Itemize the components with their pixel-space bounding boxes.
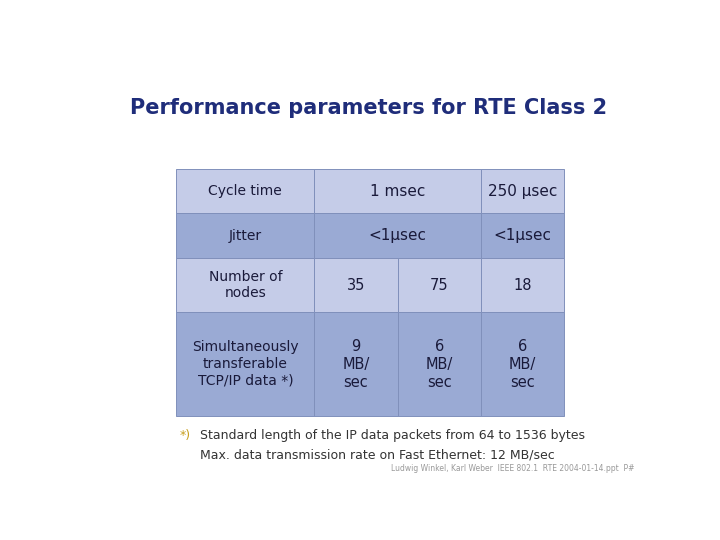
FancyBboxPatch shape bbox=[314, 312, 397, 416]
Text: Standard length of the IP data packets from 64 to 1536 bytes: Standard length of the IP data packets f… bbox=[200, 429, 585, 442]
FancyBboxPatch shape bbox=[176, 312, 314, 416]
Text: Jitter: Jitter bbox=[229, 228, 262, 242]
FancyBboxPatch shape bbox=[314, 168, 481, 213]
Text: 35: 35 bbox=[346, 278, 365, 293]
Text: <1μsec: <1μsec bbox=[369, 228, 426, 243]
Text: Performance parameters for RTE Class 2: Performance parameters for RTE Class 2 bbox=[130, 98, 608, 118]
Text: *): *) bbox=[179, 429, 190, 442]
Text: 6
MB/
sec: 6 MB/ sec bbox=[426, 339, 453, 390]
FancyBboxPatch shape bbox=[314, 258, 397, 312]
FancyBboxPatch shape bbox=[397, 312, 481, 416]
FancyBboxPatch shape bbox=[481, 168, 564, 213]
FancyBboxPatch shape bbox=[481, 213, 564, 258]
FancyBboxPatch shape bbox=[481, 258, 564, 312]
Text: 18: 18 bbox=[513, 278, 532, 293]
Text: Max. data transmission rate on Fast Ethernet: 12 MB/sec: Max. data transmission rate on Fast Ethe… bbox=[200, 449, 555, 462]
FancyBboxPatch shape bbox=[397, 258, 481, 312]
FancyBboxPatch shape bbox=[314, 213, 481, 258]
FancyBboxPatch shape bbox=[481, 312, 564, 416]
Text: 9
MB/
sec: 9 MB/ sec bbox=[342, 339, 369, 390]
Text: 6
MB/
sec: 6 MB/ sec bbox=[509, 339, 536, 390]
FancyBboxPatch shape bbox=[176, 258, 314, 312]
FancyBboxPatch shape bbox=[176, 213, 314, 258]
Text: Number of
nodes: Number of nodes bbox=[209, 269, 282, 300]
Text: Cycle time: Cycle time bbox=[209, 184, 282, 198]
Text: <1μsec: <1μsec bbox=[494, 228, 552, 243]
Text: Ludwig Winkel, Karl Weber  IEEE 802.1  RTE 2004-01-14.ppt  P#: Ludwig Winkel, Karl Weber IEEE 802.1 RTE… bbox=[390, 464, 634, 473]
Text: 75: 75 bbox=[430, 278, 449, 293]
Text: 250 μsec: 250 μsec bbox=[488, 184, 557, 199]
Text: Simultaneously
transferable
TCP/IP data *): Simultaneously transferable TCP/IP data … bbox=[192, 340, 299, 388]
FancyBboxPatch shape bbox=[176, 168, 314, 213]
Text: 1 msec: 1 msec bbox=[370, 184, 426, 199]
